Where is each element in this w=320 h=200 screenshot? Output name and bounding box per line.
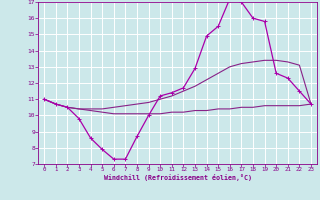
X-axis label: Windchill (Refroidissement éolien,°C): Windchill (Refroidissement éolien,°C) [104, 174, 252, 181]
